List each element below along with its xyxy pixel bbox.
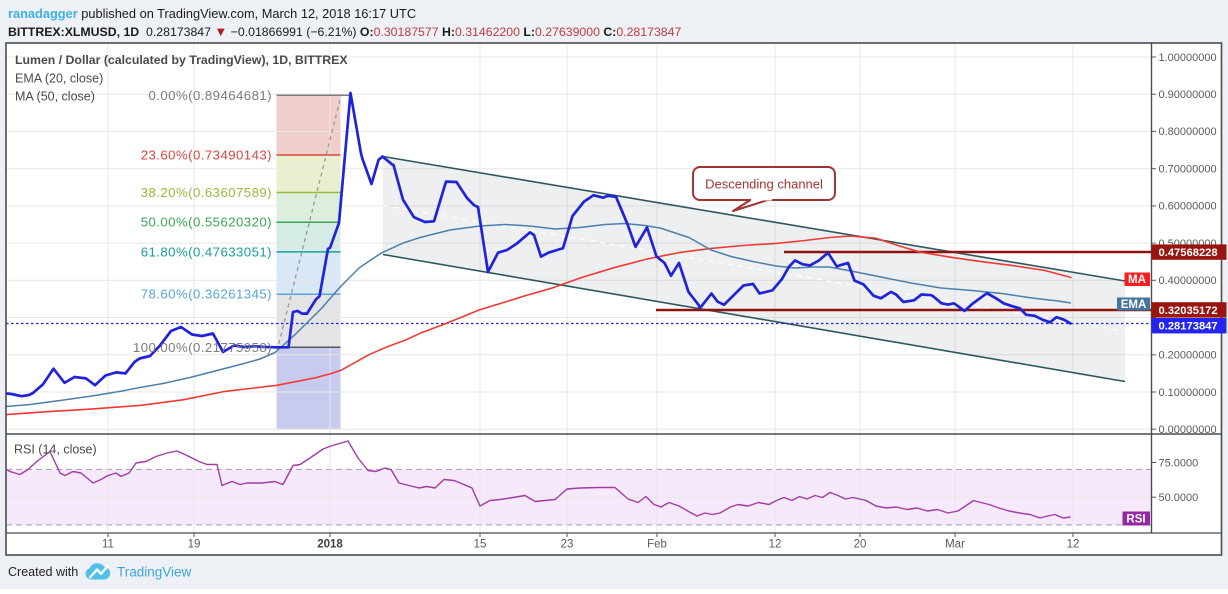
svg-text:12: 12 <box>1067 539 1080 551</box>
svg-text:0.70000000: 0.70000000 <box>1159 164 1217 176</box>
svg-text:38.20%(0.63607589): 38.20%(0.63607589) <box>141 185 272 200</box>
svg-text:0.00%(0.89464681): 0.00%(0.89464681) <box>149 88 273 103</box>
svg-text:11: 11 <box>102 539 114 551</box>
svg-text:0.60000000: 0.60000000 <box>1159 201 1217 213</box>
svg-text:Created with: Created with <box>8 565 78 579</box>
svg-text:50.0000: 50.0000 <box>1159 492 1199 504</box>
svg-text:50.00%(0.55620320): 50.00%(0.55620320) <box>141 215 272 230</box>
svg-text:RSI: RSI <box>1126 514 1145 526</box>
svg-text:ranadagger published on Tradin: ranadagger published on TradingView.com,… <box>8 6 416 21</box>
svg-text:0.80000000: 0.80000000 <box>1159 126 1217 138</box>
svg-text:0.28173847: 0.28173847 <box>1159 321 1218 333</box>
svg-text:12: 12 <box>769 539 782 551</box>
svg-text:0.47568228: 0.47568228 <box>1159 247 1218 259</box>
svg-text:61.80%(0.47633051): 61.80%(0.47633051) <box>141 244 272 259</box>
svg-text:20: 20 <box>854 539 867 551</box>
svg-text:23.60%(0.73490143): 23.60%(0.73490143) <box>141 148 272 163</box>
svg-text:0.10000000: 0.10000000 <box>1159 387 1217 399</box>
svg-text:0.32035172: 0.32035172 <box>1159 305 1218 317</box>
svg-text:0.20000000: 0.20000000 <box>1159 350 1217 362</box>
svg-text:Lumen / Dollar (calculated by: Lumen / Dollar (calculated by TradingVie… <box>15 53 348 67</box>
svg-text:0.90000000: 0.90000000 <box>1159 89 1217 101</box>
svg-text:MA: MA <box>1128 274 1146 286</box>
svg-text:RSI (14, close): RSI (14, close) <box>14 443 97 457</box>
svg-text:2018: 2018 <box>317 539 343 551</box>
svg-text:MA (50, close): MA (50, close) <box>15 90 95 104</box>
svg-text:EMA (20, close): EMA (20, close) <box>15 72 103 86</box>
svg-text:TradingView: TradingView <box>117 565 192 580</box>
svg-text:Feb: Feb <box>647 539 667 551</box>
svg-text:1.00000000: 1.00000000 <box>1159 52 1217 64</box>
svg-text:100.00%(0.21775958): 100.00%(0.21775958) <box>133 340 272 355</box>
svg-text:Descending channel: Descending channel <box>705 177 823 192</box>
svg-text:BITTREX:XLMUSD, 1D 0.28173847: BITTREX:XLMUSD, 1D 0.28173847 ▼ −0.01866… <box>8 24 681 39</box>
svg-text:EMA: EMA <box>1121 299 1147 311</box>
svg-text:23: 23 <box>561 539 574 551</box>
svg-text:0.00000000: 0.00000000 <box>1159 424 1217 436</box>
svg-text:Mar: Mar <box>945 539 965 551</box>
svg-text:75.0000: 75.0000 <box>1159 457 1199 469</box>
svg-text:15: 15 <box>474 539 487 551</box>
svg-text:78.60%(0.36261345): 78.60%(0.36261345) <box>141 287 272 302</box>
svg-text:19: 19 <box>188 539 201 551</box>
svg-text:0.40000000: 0.40000000 <box>1159 275 1217 287</box>
